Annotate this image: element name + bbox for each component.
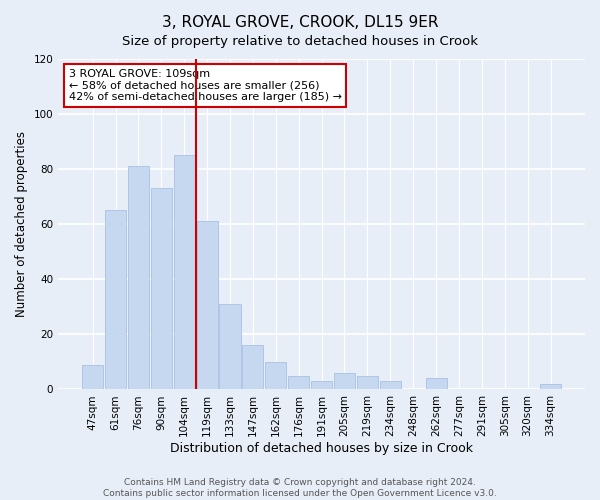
Bar: [220, 304, 241, 390]
Text: Contains HM Land Registry data © Crown copyright and database right 2024.
Contai: Contains HM Land Registry data © Crown c…: [103, 478, 497, 498]
Bar: [425, 378, 446, 390]
X-axis label: Distribution of detached houses by size in Crook: Distribution of detached houses by size …: [170, 442, 473, 455]
Bar: [197, 222, 218, 390]
Bar: [173, 156, 195, 390]
Bar: [128, 166, 149, 390]
Bar: [334, 373, 355, 390]
Bar: [265, 362, 286, 390]
Bar: [242, 346, 263, 390]
Bar: [151, 188, 172, 390]
Bar: [82, 364, 103, 390]
Y-axis label: Number of detached properties: Number of detached properties: [15, 131, 28, 317]
Bar: [357, 376, 378, 390]
Bar: [311, 381, 332, 390]
Text: 3, ROYAL GROVE, CROOK, DL15 9ER: 3, ROYAL GROVE, CROOK, DL15 9ER: [162, 15, 438, 30]
Text: 3 ROYAL GROVE: 109sqm
← 58% of detached houses are smaller (256)
42% of semi-det: 3 ROYAL GROVE: 109sqm ← 58% of detached …: [69, 69, 342, 102]
Bar: [540, 384, 561, 390]
Bar: [288, 376, 309, 390]
Text: Size of property relative to detached houses in Crook: Size of property relative to detached ho…: [122, 35, 478, 48]
Bar: [380, 381, 401, 390]
Bar: [105, 210, 126, 390]
